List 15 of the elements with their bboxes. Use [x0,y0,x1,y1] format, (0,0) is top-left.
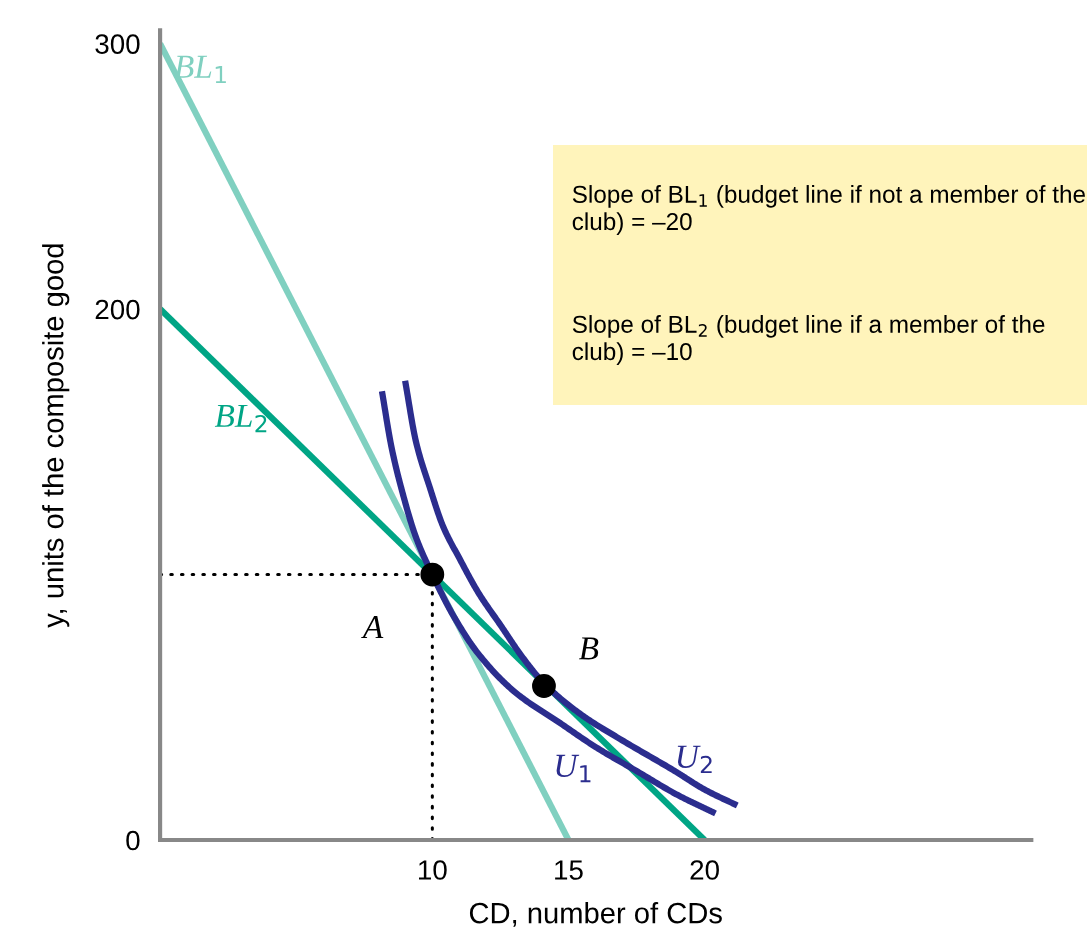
annotation: A [361,616,384,639]
y-tick-label: 0 [126,830,140,851]
series-label: BL$_{2}$ [214,404,267,433]
x-tick-label: 15 [555,860,583,880]
x-axis-title: CD, number of CDs [469,901,722,927]
x-tick-label: 10 [419,860,447,880]
annotation: B [578,637,599,660]
y-tick-label: 200 [95,299,140,320]
y-axis-title: y, units of the composite good [42,244,70,628]
y-tick-label: 300 [95,34,140,54]
series-label: U$_{1}$ [556,754,591,783]
annotation: Slope of BL$_{2}$ (budget line if a member of the club) = –10 [572,315,1045,365]
series-label: U$_{2}$ [677,745,712,774]
x-tick-label: 20 [690,860,719,880]
annotation: Slope of BL$_{1}$ (budget line if not a member of the club) = –20 [572,185,1085,235]
